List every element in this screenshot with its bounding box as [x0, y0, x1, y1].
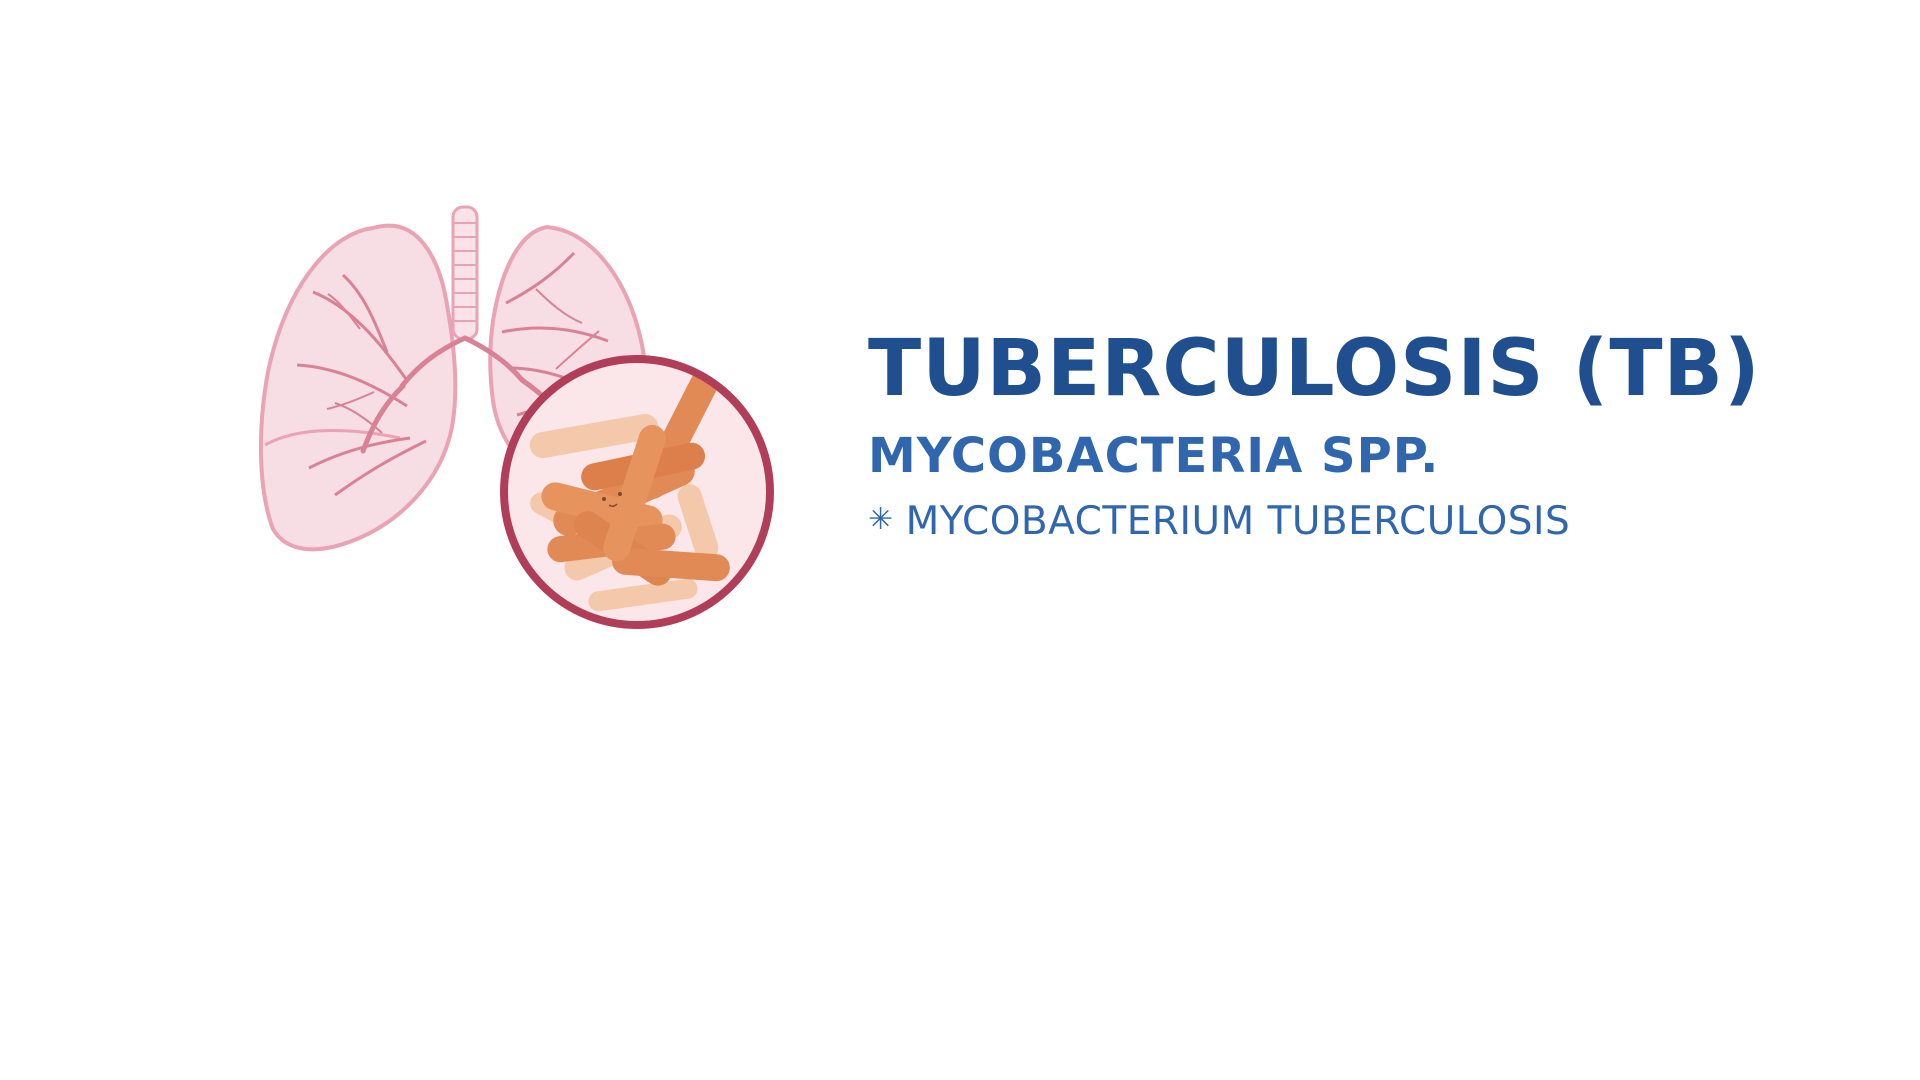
- lungs-with-bacteria-illustration: [259, 205, 774, 629]
- bullet-row: ✳ MYCOBACTERIUM TUBERCULOSIS: [868, 502, 1768, 541]
- asterisk-bullet-icon: ✳: [868, 501, 894, 537]
- subtitle: MYCOBACTERIA SPP.: [868, 428, 1440, 484]
- bullet-text: MYCOBACTERIUM TUBERCULOSIS: [905, 499, 1571, 544]
- page-title: TUBERCULOSIS (TB): [868, 324, 1761, 414]
- left-lung-icon: [259, 223, 458, 552]
- trachea-icon: [451, 205, 479, 341]
- title-block: TUBERCULOSIS (TB) MYCOBACTERIA SPP. ✳ MY…: [868, 330, 1768, 541]
- magnified-bacteria-icon: [500, 355, 774, 629]
